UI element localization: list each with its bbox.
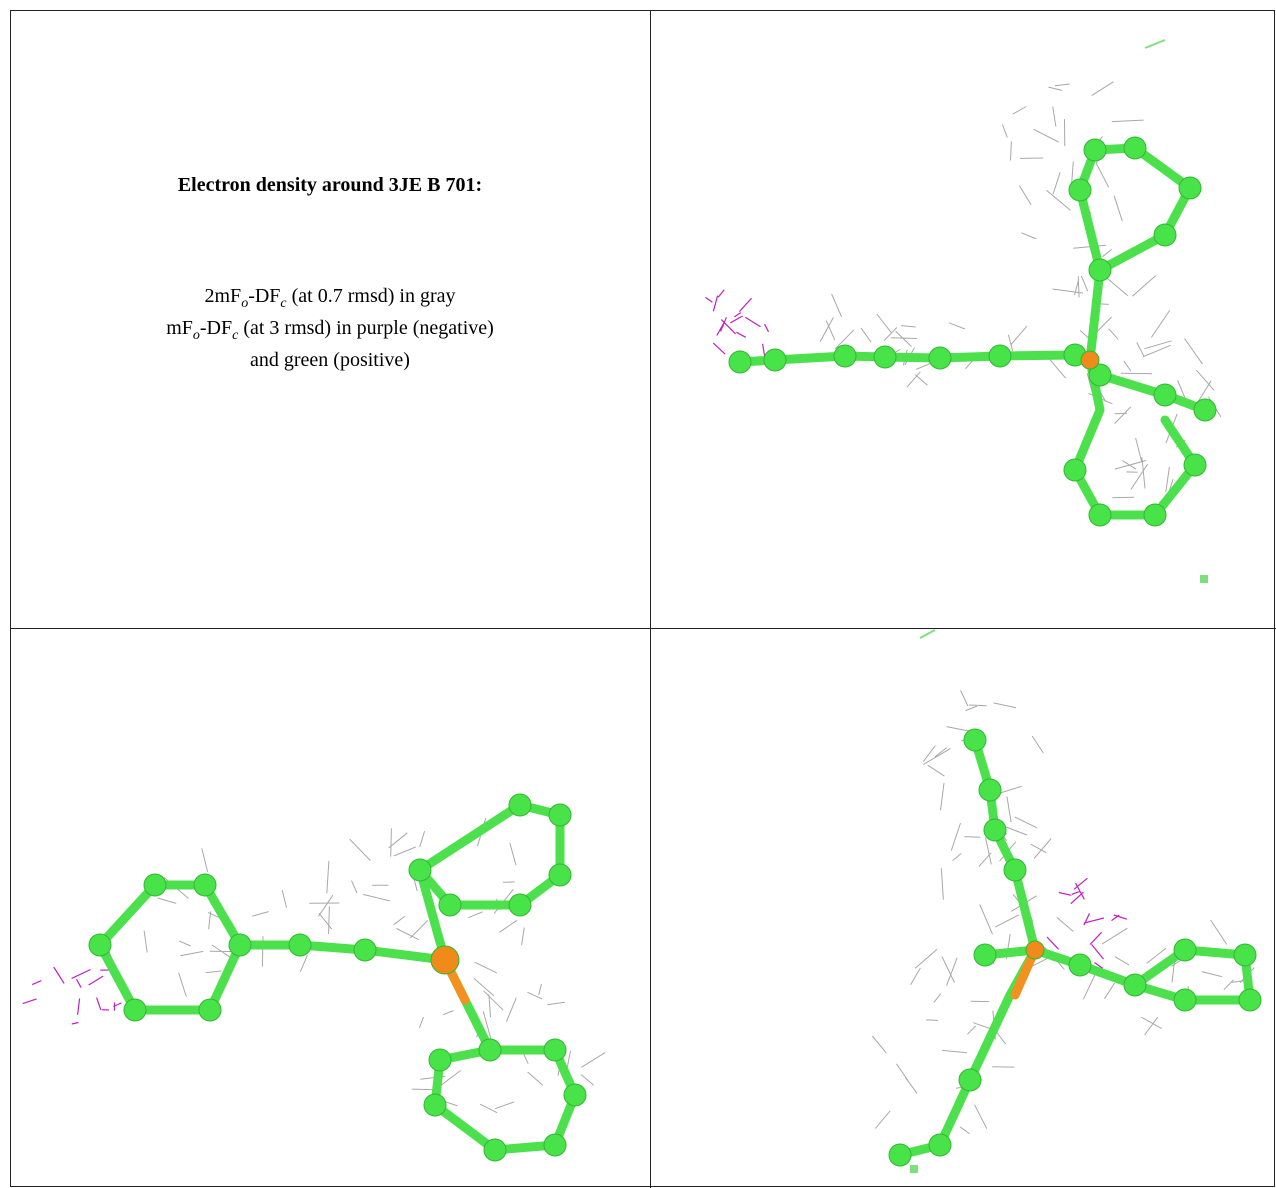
molecule-renders [23, 40, 1261, 1173]
atom [979, 779, 1001, 801]
bond [420, 805, 560, 960]
bond [100, 885, 240, 1010]
bond [900, 950, 1035, 1155]
atom [989, 345, 1011, 367]
atom [1084, 139, 1106, 161]
atom [1174, 939, 1196, 961]
text: mF [166, 317, 193, 339]
atom [199, 999, 221, 1021]
atom [929, 347, 951, 369]
density-fragment [920, 630, 935, 638]
density-mesh [144, 818, 605, 1112]
atom [929, 1134, 951, 1156]
atom [1089, 259, 1111, 281]
legend-line: and green (positive) [12, 348, 648, 372]
atom [1069, 954, 1091, 976]
atom [889, 1144, 911, 1166]
density-fragment [910, 1165, 918, 1173]
atom [1089, 504, 1111, 526]
page: Electron density around 3JE B 701: 2mFo-… [0, 0, 1276, 1188]
atom [549, 864, 571, 886]
text: (at 0.7 rmsd) in gray [287, 285, 456, 307]
legend-line: mFo-DFc (at 3 rmsd) in purple (negative) [12, 316, 648, 348]
density-mesh [872, 691, 1254, 1134]
atom [564, 1084, 586, 1106]
density-fragment [1145, 40, 1165, 48]
atom [144, 874, 166, 896]
bond [1080, 148, 1190, 360]
subscript: o [193, 328, 200, 343]
legend-line: 2mFo-DFc (at 0.7 rmsd) in gray [12, 284, 648, 316]
atom [1194, 399, 1216, 421]
atom [1234, 944, 1256, 966]
atom [424, 1094, 446, 1116]
bond [740, 355, 1075, 362]
text: 2mF [205, 285, 242, 307]
text: (at 3 rmsd) in purple (negative) [238, 317, 493, 339]
atom [964, 729, 986, 751]
atom [1124, 137, 1146, 159]
atom [124, 999, 146, 1021]
atom [834, 345, 856, 367]
atom [1154, 224, 1176, 246]
atom [289, 934, 311, 956]
atom [509, 894, 531, 916]
bond [975, 740, 1035, 950]
atom [431, 946, 459, 974]
bond [240, 945, 445, 960]
atom [194, 874, 216, 896]
atom [439, 894, 461, 916]
atom [729, 351, 751, 373]
text: and green (positive) [250, 349, 410, 371]
atom [479, 1039, 501, 1061]
atom [229, 934, 251, 956]
density-mesh [820, 82, 1221, 498]
atom [1239, 989, 1261, 1011]
atom [354, 939, 376, 961]
atom [1184, 454, 1206, 476]
density-fragment [1200, 575, 1208, 583]
legend: 2mFo-DFc (at 0.7 rmsd) in gray mFo-DFc (… [12, 284, 648, 372]
title: Electron density around 3JE B 701: [12, 174, 648, 197]
atom [959, 1069, 981, 1091]
atom [544, 1039, 566, 1061]
atom [409, 859, 431, 881]
atom [1069, 179, 1091, 201]
atom [1144, 504, 1166, 526]
atom [89, 934, 111, 956]
atom [1081, 351, 1099, 369]
atom [1124, 974, 1146, 996]
atom [764, 349, 786, 371]
atom [1174, 989, 1196, 1011]
atom [984, 819, 1006, 841]
atom [544, 1134, 566, 1156]
atom [509, 794, 531, 816]
atom [429, 1049, 451, 1071]
atom [1026, 941, 1044, 959]
atom [1179, 177, 1201, 199]
text: -DF [248, 285, 280, 307]
density-mesh [706, 290, 769, 359]
atom [1154, 384, 1176, 406]
atom [484, 1139, 506, 1161]
text: -DF [200, 317, 232, 339]
atom [549, 804, 571, 826]
atom [974, 944, 996, 966]
atom [1064, 459, 1086, 481]
atom [1004, 859, 1026, 881]
atom [874, 346, 896, 368]
